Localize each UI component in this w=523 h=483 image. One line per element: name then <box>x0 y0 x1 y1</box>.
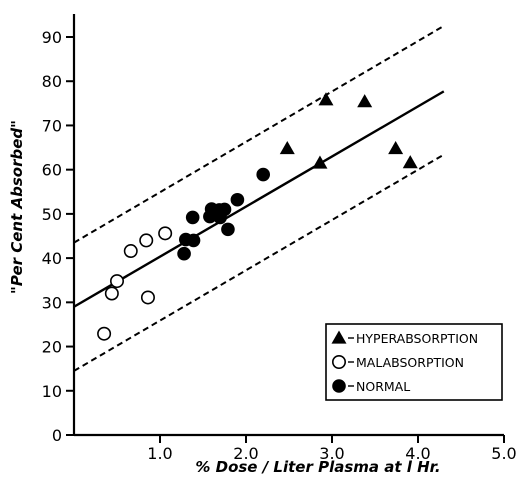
legend-box <box>325 323 503 401</box>
y-tick-label: 10 <box>42 382 62 401</box>
normal-point <box>230 192 245 207</box>
axes: 0 10 20 30 40 50 60 70 80 90 1.0 2.0 3.0 4.0 5.0 <box>42 14 517 463</box>
normal-point <box>186 233 201 248</box>
hyperabsorption-point <box>402 155 418 169</box>
hyperabsorption-point <box>318 92 334 106</box>
malabsorption-point <box>140 290 155 305</box>
malabsorption-point <box>110 274 125 289</box>
data-points <box>97 92 418 341</box>
y-tick-label: 60 <box>42 161 62 180</box>
x-tick-label: 4.0 <box>405 444 430 463</box>
legend-marker-malabsorption <box>331 354 346 369</box>
y-tick-label: 50 <box>42 205 62 224</box>
normal-point <box>256 167 271 182</box>
legend-marker-hyperabsorption <box>331 330 347 344</box>
y-axis-title: "Per Cent Absorbed" <box>8 120 26 294</box>
regression-line <box>73 90 445 308</box>
normal-point <box>185 210 200 225</box>
y-tick-label: 30 <box>42 293 62 312</box>
legend-marker-normal <box>332 379 346 393</box>
normal-point <box>221 222 235 237</box>
malabsorption-point <box>139 233 154 248</box>
normal-point <box>213 210 227 225</box>
x-axis-title: % Dose / Liter Plasma at l Hr. <box>195 458 440 476</box>
y-tick-label: 0 <box>52 426 62 445</box>
y-tick-label: 40 <box>42 249 62 268</box>
hyperabsorption-point <box>357 94 373 108</box>
legend: HYPERABSORPTION MALABSORPTION NORMAL <box>325 323 503 401</box>
y-tick-label: 80 <box>42 72 62 91</box>
y-tick-label: 20 <box>42 338 62 357</box>
malabsorption-point <box>123 244 138 259</box>
fit-lines <box>73 25 445 372</box>
x-tick-label: 2.0 <box>233 444 258 463</box>
confidence-band-line <box>73 25 445 244</box>
y-tick-label: 90 <box>42 28 62 47</box>
malabsorption-point <box>97 326 112 341</box>
x-tick-label: 3.0 <box>319 444 344 463</box>
legend-label-hyperabsorption: HYPERABSORPTION <box>356 331 478 346</box>
confidence-band-line <box>73 153 445 372</box>
hyperabsorption-point <box>388 140 404 155</box>
legend-label-malabsorption: MALABSORPTION <box>356 355 464 370</box>
malabsorption-point <box>158 226 173 241</box>
normal-point <box>177 246 191 261</box>
malabsorption-point <box>104 286 119 301</box>
x-tick-label: 5.0 <box>491 444 516 463</box>
legend-label-normal: NORMAL <box>356 379 410 394</box>
x-tick-label: 1.0 <box>147 444 172 463</box>
hyperabsorption-point <box>279 140 295 155</box>
hyperabsorption-point <box>312 155 328 169</box>
y-tick-label: 70 <box>42 116 62 135</box>
